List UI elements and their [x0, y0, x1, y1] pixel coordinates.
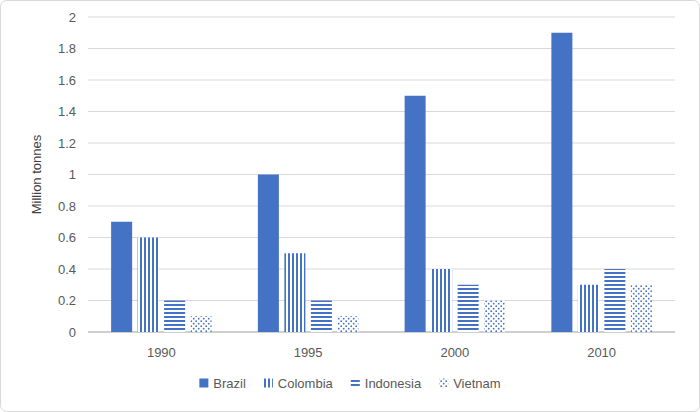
bar — [191, 316, 212, 332]
grid-line — [88, 48, 675, 49]
bar — [551, 33, 572, 332]
bar — [604, 269, 625, 332]
bar — [111, 222, 132, 332]
bar — [337, 316, 358, 332]
y-tick-label: 1.4 — [58, 104, 76, 119]
bars — [111, 33, 652, 332]
legend-swatch — [351, 379, 360, 388]
x-tick-label: 2000 — [440, 345, 469, 360]
y-axis-label: Million tonnes — [29, 134, 44, 214]
y-tick-label: 0.6 — [58, 230, 76, 245]
y-tick-label: 1 — [69, 167, 76, 182]
bar — [458, 285, 479, 332]
y-tick-label: 0.8 — [58, 199, 76, 214]
y-tick-label: 2 — [69, 10, 76, 25]
y-tick-label: 1.2 — [58, 136, 76, 151]
grid-line — [88, 237, 675, 238]
legend-label: Indonesia — [365, 376, 422, 391]
legend-label: Colombia — [278, 376, 334, 391]
bar — [578, 285, 599, 332]
grid-line — [88, 111, 675, 112]
y-tick-label: 1.8 — [58, 41, 76, 56]
grid-line — [88, 174, 675, 175]
bar — [631, 285, 652, 332]
legend-label: Vietnam — [453, 376, 500, 391]
legend: Brazil Colombia Indonesia Vietnam — [199, 376, 500, 391]
grid-line — [88, 17, 675, 18]
grid-line — [88, 206, 675, 207]
x-tick-label: 1995 — [294, 345, 323, 360]
bar — [484, 301, 505, 333]
legend-swatch — [264, 379, 273, 388]
grid-line — [88, 143, 675, 144]
bar — [431, 269, 452, 332]
x-tick-label: 1990 — [147, 345, 176, 360]
y-tick-label: 1.6 — [58, 73, 76, 88]
bar — [164, 301, 185, 333]
grid-line — [88, 269, 675, 270]
grid-line — [88, 80, 675, 81]
bar — [138, 238, 159, 333]
frame — [1, 1, 700, 412]
chart-root: 0 0.2 0.4 0.6 0.8 1 1.2 1.4 1.6 1.8 2 Million tonne… — [0, 0, 700, 412]
y-tick-label: 0 — [69, 325, 76, 340]
bar — [311, 301, 332, 333]
legend-label: Brazil — [213, 376, 246, 391]
bar — [284, 253, 305, 332]
legend-swatch — [439, 379, 448, 388]
y-tick-label: 0.4 — [58, 262, 76, 277]
y-tick-label: 0.2 — [58, 293, 76, 308]
x-tick-label: 2010 — [587, 345, 616, 360]
bar — [405, 96, 426, 332]
legend-swatch — [199, 379, 208, 388]
bar — [258, 175, 279, 333]
